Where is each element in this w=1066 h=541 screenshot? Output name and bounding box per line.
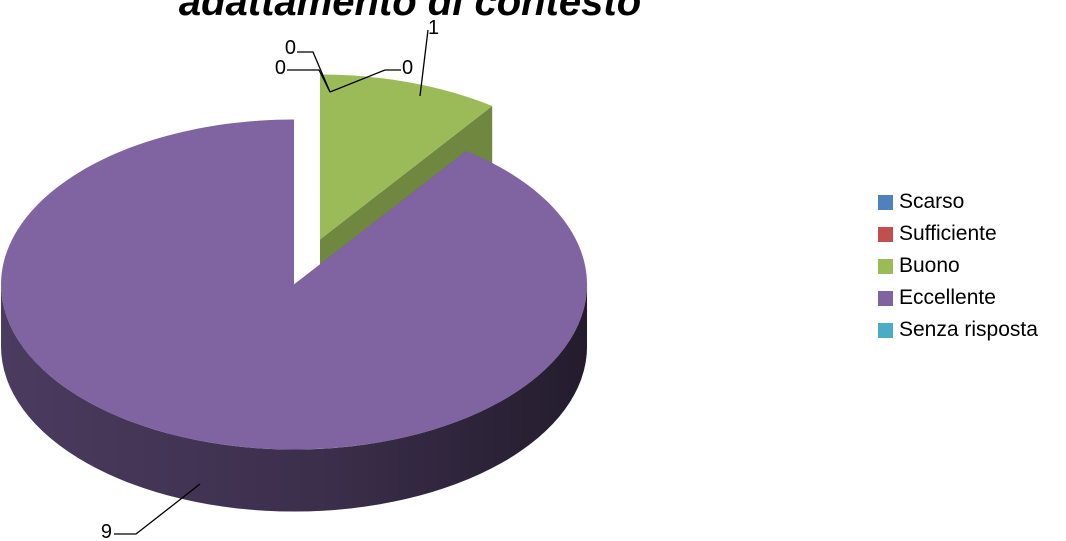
data-label-text: 1 bbox=[428, 17, 439, 39]
data-label-eccellente: 9 bbox=[101, 483, 201, 541]
data-label-sufficiente: 0 bbox=[285, 37, 331, 93]
data-label-text: 9 bbox=[101, 521, 112, 541]
legend-item-senza-risposta: Senza risposta bbox=[878, 314, 1038, 346]
data-label-buono: 1 bbox=[419, 17, 439, 97]
legend: Scarso Sufficiente Buono Eccellente Senza ri… bbox=[878, 186, 1038, 346]
legend-item-scarso: Scarso bbox=[878, 186, 1038, 218]
legend-label: Eccellente bbox=[899, 286, 996, 309]
legend-item-buono: Buono bbox=[878, 250, 1038, 282]
data-label-text: 0 bbox=[402, 57, 413, 79]
legend-label: Buono bbox=[899, 254, 960, 277]
legend-item-sufficiente: Sufficiente bbox=[878, 218, 1038, 250]
chart-title: adattamento di contesto bbox=[178, 0, 642, 24]
legend-label: Sufficiente bbox=[899, 222, 997, 245]
data-label-text: 0 bbox=[285, 37, 296, 59]
legend-swatch bbox=[878, 322, 893, 338]
legend-label: Senza risposta bbox=[899, 318, 1038, 341]
legend-item-eccellente: Eccellente bbox=[878, 282, 1038, 314]
pie-slice-eccellente bbox=[1, 119, 588, 512]
legend-label: Scarso bbox=[899, 190, 965, 213]
legend-swatch bbox=[878, 290, 893, 306]
legend-swatch bbox=[878, 194, 893, 210]
data-label-text: 0 bbox=[275, 57, 286, 79]
legend-swatch bbox=[878, 226, 893, 242]
data-label-senza-risposta: 0 bbox=[329, 57, 413, 93]
legend-swatch bbox=[878, 258, 893, 274]
